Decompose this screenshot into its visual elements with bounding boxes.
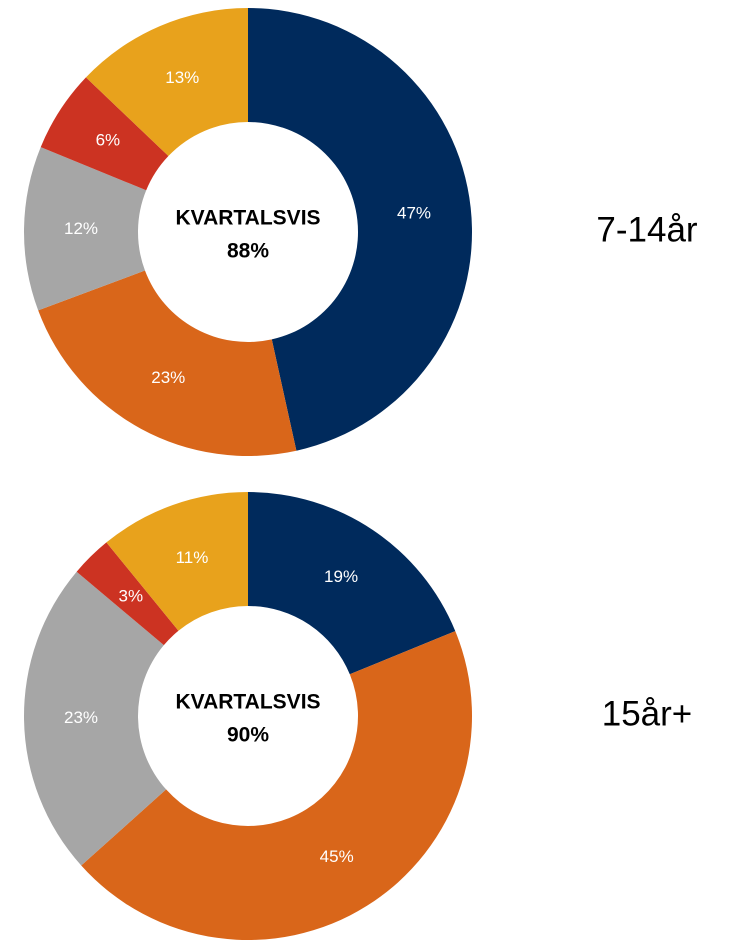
group-label: 7-14år: [596, 210, 698, 249]
value-label: 19%: [324, 567, 358, 586]
center-label: KVARTALSVIS: [175, 207, 320, 230]
value-label: 6%: [96, 131, 121, 150]
center-label: KVARTALSVIS: [175, 691, 320, 714]
slice: [248, 8, 473, 451]
slice: [106, 492, 248, 631]
group-label: 15år+: [602, 694, 693, 733]
value-label: 47%: [397, 203, 431, 222]
center-value: 88%: [227, 240, 269, 263]
center-value: 90%: [227, 724, 269, 747]
value-label: 45%: [320, 847, 354, 866]
value-label: 11%: [176, 548, 209, 567]
value-label: 23%: [64, 708, 98, 727]
slice: [40, 77, 169, 191]
value-label: 3%: [119, 586, 144, 605]
slice: [76, 542, 179, 646]
value-label: 12%: [64, 219, 98, 238]
slice: [23, 571, 167, 866]
slice: [248, 492, 456, 675]
slice: [81, 631, 473, 941]
value-label: 23%: [151, 368, 185, 387]
slice: [24, 147, 147, 311]
slice: [85, 8, 248, 157]
slice: [38, 270, 297, 457]
value-label: 13%: [165, 68, 199, 87]
